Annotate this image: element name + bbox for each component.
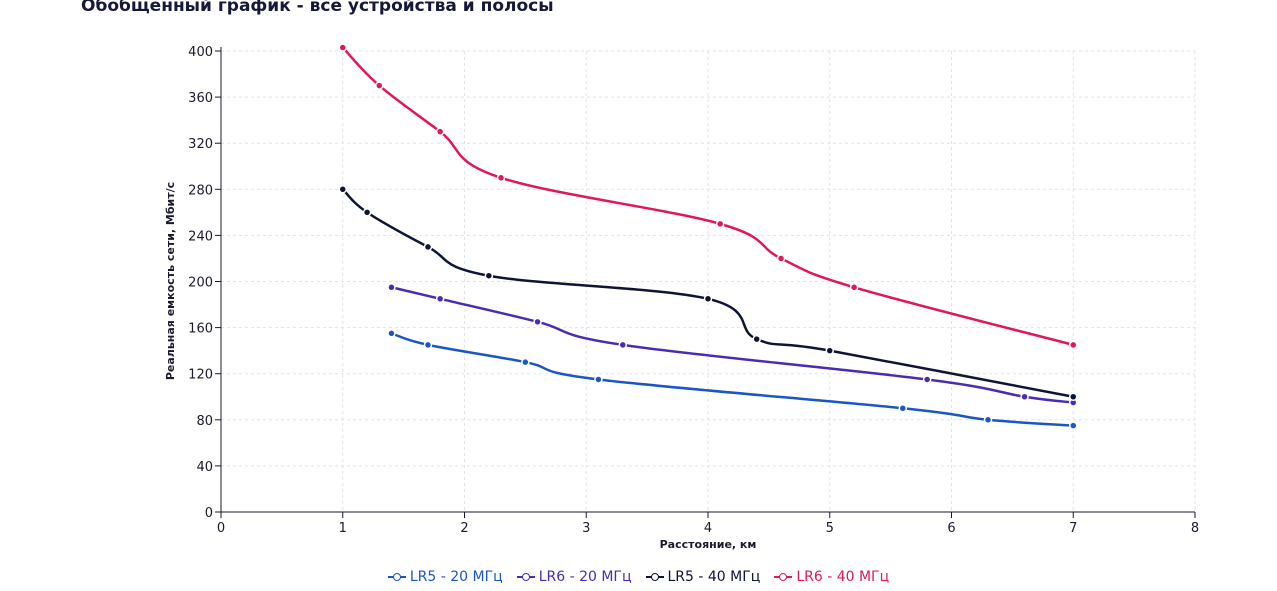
chart-title: Обобщенный график - все устройства и пол… xyxy=(81,0,554,16)
legend-marker-icon xyxy=(645,572,664,582)
legend-marker-icon xyxy=(387,572,406,582)
series-lines xyxy=(338,43,1078,430)
data-point[interactable] xyxy=(618,340,628,350)
legend-marker-icon xyxy=(774,572,793,582)
x-tick-label: 8 xyxy=(1191,521,1199,536)
legend-marker-icon xyxy=(516,572,535,582)
data-point[interactable] xyxy=(752,334,761,344)
x-tick-label: 4 xyxy=(704,521,712,536)
y-tick-label: 200 xyxy=(188,276,213,291)
y-tick-label: 80 xyxy=(196,414,213,429)
y-tick-label: 240 xyxy=(188,229,213,244)
grid xyxy=(221,50,1196,512)
x-tick-label: 1 xyxy=(339,521,347,536)
data-point[interactable] xyxy=(423,242,433,252)
data-point[interactable] xyxy=(435,127,445,136)
data-point[interactable] xyxy=(594,375,603,384)
data-point[interactable] xyxy=(1069,340,1078,350)
legend-label: LR6 - 20 МГц xyxy=(538,569,632,585)
data-point[interactable] xyxy=(922,375,932,384)
x-tick-label: 0 xyxy=(217,521,225,536)
legend-label: LR5 - 40 МГц xyxy=(667,569,761,585)
y-tick-label: 320 xyxy=(188,137,213,152)
series-line xyxy=(391,332,1074,427)
data-point[interactable] xyxy=(776,254,786,263)
data-point[interactable] xyxy=(387,283,396,292)
data-point[interactable] xyxy=(703,294,713,304)
y-axis-label: Реальная емкость сети, Мбит/с xyxy=(164,182,177,380)
y-tick-label: 40 xyxy=(196,460,213,475)
y-tick-label: 120 xyxy=(188,368,213,383)
data-point[interactable] xyxy=(1020,392,1029,401)
data-point[interactable] xyxy=(435,294,445,304)
data-point[interactable] xyxy=(898,404,908,413)
data-point[interactable] xyxy=(338,185,347,194)
series-line xyxy=(341,188,1074,398)
data-point[interactable] xyxy=(338,43,347,52)
series-line xyxy=(341,46,1074,347)
data-point[interactable] xyxy=(496,173,506,183)
y-tick-label: 280 xyxy=(188,183,213,198)
data-point[interactable] xyxy=(825,346,834,355)
legend-label: LR6 - 40 МГц xyxy=(796,569,890,585)
x-tick-label: 2 xyxy=(460,521,468,536)
y-tick-label: 400 xyxy=(188,45,213,60)
legend-item[interactable]: LR5 - 20 МГц xyxy=(387,569,503,585)
y-tick-label: 360 xyxy=(188,91,213,106)
legend-item[interactable]: LR5 - 40 МГц xyxy=(645,569,761,585)
series-line xyxy=(391,286,1074,404)
data-point[interactable] xyxy=(983,415,993,425)
data-point[interactable] xyxy=(387,329,396,338)
data-point[interactable] xyxy=(362,208,372,217)
x-tick-label: 7 xyxy=(1069,521,1077,536)
data-point[interactable] xyxy=(423,340,433,350)
y-tick-label: 0 xyxy=(205,506,213,521)
data-point[interactable] xyxy=(1069,392,1078,401)
data-point[interactable] xyxy=(715,219,725,229)
data-point[interactable] xyxy=(521,357,530,367)
x-tick-label: 6 xyxy=(947,521,955,536)
legend-label: LR5 - 20 МГц xyxy=(409,569,503,585)
x-axis-label: Расстояние, км xyxy=(660,538,757,551)
legend-item[interactable]: LR6 - 20 МГц xyxy=(516,569,632,585)
x-tick-label: 5 xyxy=(826,521,834,536)
data-point[interactable] xyxy=(849,283,859,292)
y-tick-label: 160 xyxy=(188,322,213,337)
x-tick-label: 3 xyxy=(582,521,590,536)
data-point[interactable] xyxy=(484,271,494,280)
legend-item[interactable]: LR6 - 40 МГц xyxy=(774,569,889,585)
data-point[interactable] xyxy=(533,317,542,327)
data-point[interactable] xyxy=(1069,421,1078,430)
legend: LR5 - 20 МГц LR6 - 20 МГц LR5 - 40 МГц LR6 … xyxy=(0,569,1277,585)
data-point[interactable] xyxy=(375,81,384,90)
